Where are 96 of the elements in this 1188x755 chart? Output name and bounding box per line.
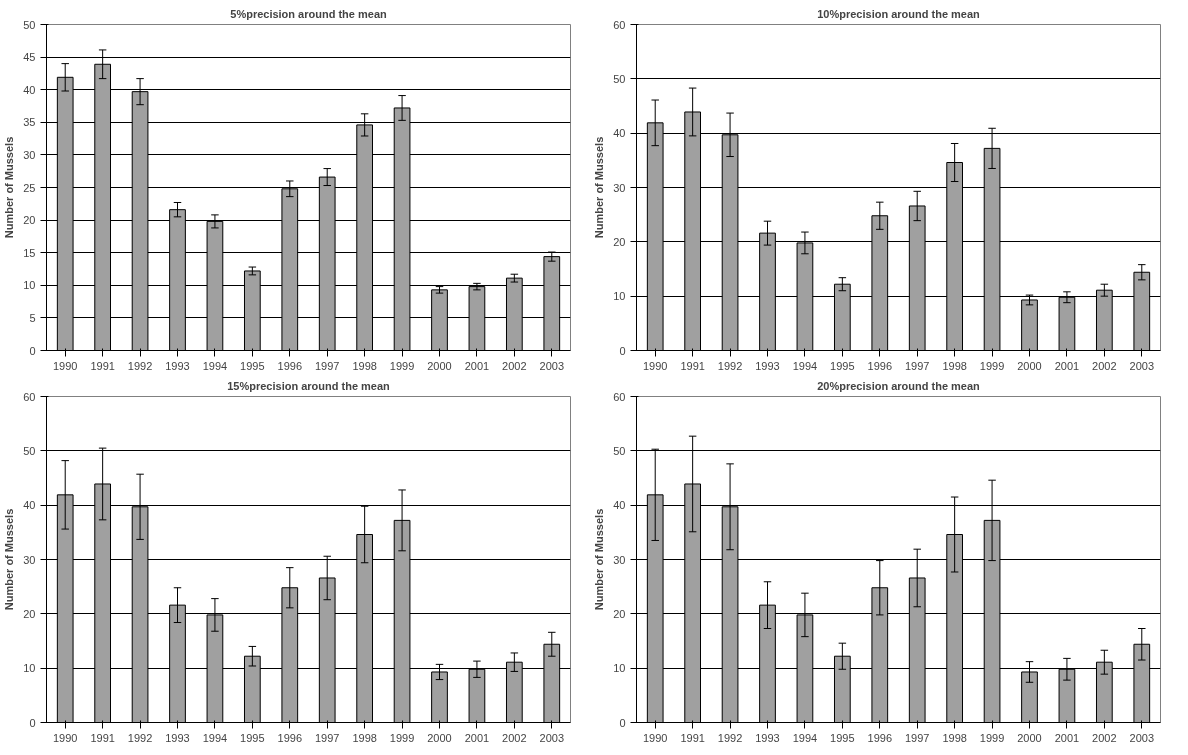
x-tick-label: 1998 — [942, 731, 967, 744]
y-tick-label: 0 — [29, 716, 36, 729]
x-tick-label: 2003 — [1129, 731, 1155, 744]
x-tick-label: 1994 — [792, 359, 818, 372]
x-tick-label: 2000 — [427, 359, 452, 372]
x-tick-label: 2002 — [502, 359, 527, 372]
x-tick-label: 1992 — [717, 731, 743, 744]
x-tick-label: 1991 — [680, 359, 705, 372]
x-tick-label: 1993 — [755, 731, 780, 744]
x-tick-label: 1995 — [240, 359, 265, 372]
x-tick-label: 1990 — [52, 359, 78, 372]
y-tick-label: 20 — [23, 607, 36, 620]
y-tick-label: 60 — [613, 390, 626, 403]
y-tick-label: 0 — [29, 344, 36, 357]
y-tick-label: 50 — [613, 444, 626, 457]
y-tick-label: 30 — [23, 148, 36, 161]
x-tick-label: 2000 — [427, 731, 452, 744]
y-tick-label: 40 — [23, 499, 36, 512]
y-tick-label: 30 — [613, 181, 626, 194]
x-tick-label: 2001 — [1054, 731, 1080, 744]
x-tick-label: 2001 — [464, 731, 490, 744]
x-tick-label: 1998 — [942, 359, 967, 372]
x-tick-label: 1993 — [755, 359, 780, 372]
y-tick-label: 50 — [613, 72, 626, 85]
y-tick-label: 0 — [619, 716, 626, 729]
x-tick-label: 1995 — [830, 731, 855, 744]
x-tick-label: 1998 — [352, 359, 377, 372]
x-tick-label: 1996 — [867, 359, 893, 372]
y-tick-label: 40 — [613, 499, 626, 512]
x-tick-label: 1998 — [352, 731, 377, 744]
y-tick-label: 5 — [29, 311, 36, 324]
y-tick-label: 30 — [613, 553, 626, 566]
x-tick-label: 1999 — [979, 731, 1005, 744]
y-tick-label: 0 — [619, 344, 626, 357]
x-tick-label: 1993 — [165, 359, 190, 372]
y-tick-label: 40 — [613, 127, 626, 140]
x-tick-label: 1992 — [127, 731, 153, 744]
y-tick-label: 50 — [23, 444, 36, 457]
y-tick-label: 10 — [23, 279, 36, 292]
x-tick-label: 1999 — [979, 359, 1005, 372]
x-tick-label: 1996 — [277, 731, 303, 744]
x-tick-label: 1991 — [90, 359, 115, 372]
chart-title: 10%precision around the mean — [817, 7, 981, 20]
y-axis-title: Number of Mussels — [593, 508, 606, 611]
x-tick-label: 2003 — [1129, 359, 1155, 372]
y-tick-label: 10 — [23, 662, 36, 675]
x-tick-label: 1993 — [165, 731, 190, 744]
x-tick-label: 2001 — [464, 359, 490, 372]
y-tick-label: 20 — [23, 214, 36, 227]
x-tick-label: 1991 — [90, 731, 115, 744]
x-tick-label: 2002 — [502, 731, 527, 744]
x-tick-label: 2002 — [1092, 731, 1117, 744]
y-tick-label: 20 — [613, 607, 626, 620]
y-tick-label: 60 — [613, 18, 626, 31]
y-tick-label: 15 — [23, 246, 36, 259]
x-tick-label: 1995 — [830, 359, 855, 372]
y-axis-title: Number of Mussels — [593, 136, 606, 239]
x-tick-label: 1997 — [904, 359, 930, 372]
chart-title: 20%precision around the mean — [817, 379, 981, 392]
x-tick-label: 1994 — [202, 359, 228, 372]
x-tick-label: 1997 — [314, 359, 340, 372]
x-tick-label: 1996 — [867, 731, 893, 744]
y-tick-label: 35 — [23, 116, 36, 129]
x-tick-label: 1991 — [680, 731, 705, 744]
x-tick-label: 1992 — [717, 359, 743, 372]
chart-title: 15%precision around the mean — [227, 379, 391, 392]
chart-title: 5%precision around the mean — [230, 7, 388, 20]
x-tick-label: 1994 — [792, 731, 818, 744]
y-tick-label: 60 — [23, 390, 36, 403]
y-tick-label: 20 — [613, 235, 626, 248]
x-tick-label: 2003 — [539, 731, 565, 744]
y-tick-label: 10 — [613, 662, 626, 675]
x-tick-label: 1997 — [314, 731, 340, 744]
y-tick-label: 25 — [23, 181, 36, 194]
x-tick-label: 1996 — [277, 359, 303, 372]
x-tick-label: 1990 — [642, 731, 668, 744]
x-tick-label: 2000 — [1017, 731, 1042, 744]
x-tick-label: 1990 — [642, 359, 668, 372]
x-tick-label: 1990 — [52, 731, 78, 744]
x-tick-label: 1999 — [389, 731, 415, 744]
y-tick-label: 40 — [23, 83, 36, 96]
x-tick-label: 2003 — [539, 359, 565, 372]
y-tick-label: 45 — [23, 51, 36, 64]
x-tick-label: 1994 — [202, 731, 228, 744]
x-tick-label: 1999 — [389, 359, 415, 372]
x-tick-label: 2000 — [1017, 359, 1042, 372]
x-tick-label: 1995 — [240, 731, 265, 744]
y-tick-label: 10 — [613, 290, 626, 303]
y-axis-title: Number of Mussels — [3, 136, 16, 239]
y-tick-label: 30 — [23, 553, 36, 566]
x-tick-label: 2002 — [1092, 359, 1117, 372]
x-tick-label: 2001 — [1054, 359, 1080, 372]
y-axis-title: Number of Mussels — [3, 508, 16, 611]
x-tick-label: 1992 — [127, 359, 153, 372]
y-tick-label: 50 — [23, 18, 36, 31]
x-tick-label: 1997 — [904, 731, 930, 744]
